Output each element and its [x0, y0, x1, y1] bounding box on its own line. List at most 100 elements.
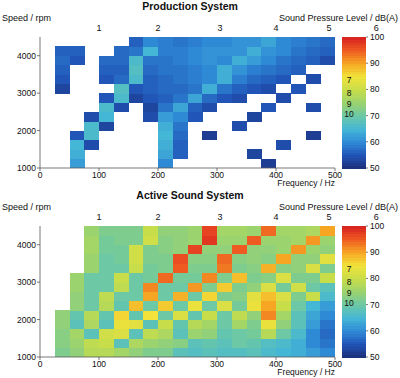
heatmap-cell — [291, 56, 306, 66]
heatmap-cell — [232, 282, 247, 292]
heatmap-cell — [291, 310, 306, 320]
heatmap-cell — [99, 56, 114, 66]
heatmap-cell — [306, 103, 321, 113]
heatmap-cell — [247, 254, 262, 264]
heatmap-cell — [173, 140, 188, 150]
heatmap-cell — [99, 338, 114, 348]
heatmap-cell — [70, 320, 85, 330]
heatmap-cell — [306, 226, 321, 236]
heatmap-cell — [143, 338, 158, 348]
heatmap-cell — [306, 273, 321, 283]
heatmap-cell — [232, 84, 247, 94]
heatmap-cell — [99, 254, 114, 264]
heatmap-cell — [99, 282, 114, 292]
heatmap-cell — [129, 301, 144, 311]
colorbar-tick-label: 70 — [370, 300, 380, 310]
heatmap-cell — [202, 320, 217, 330]
heatmap-cell — [114, 263, 129, 273]
y-tick-label: 1000 — [17, 352, 36, 362]
heatmap — [55, 226, 335, 357]
heatmap-cell — [158, 226, 173, 236]
heatmap-cell — [306, 245, 321, 255]
heatmap-cell — [114, 292, 129, 302]
y-axis-line — [40, 226, 41, 357]
heatmap-cell — [143, 226, 158, 236]
heatmap-cell — [217, 37, 232, 47]
heatmap-cell — [114, 74, 129, 84]
colorbar-tick-label: 60 — [370, 326, 380, 336]
heatmap-cell — [55, 348, 70, 357]
y-tick-label: 2000 — [17, 126, 36, 136]
heatmap-cell — [320, 292, 335, 302]
heatmap-cell — [306, 46, 321, 56]
heatmap-cell — [217, 65, 232, 75]
heatmap-cell — [188, 112, 203, 122]
heatmap-cell — [202, 226, 217, 236]
heatmap-cell — [173, 263, 188, 273]
heatmap-cell — [202, 245, 217, 255]
heatmap-cell — [114, 235, 129, 245]
heatmap-cell — [320, 348, 335, 357]
x-tick-label: 100 — [92, 170, 106, 180]
heatmap-cell — [143, 235, 158, 245]
heatmap-cell — [188, 103, 203, 113]
heatmap-cell — [232, 254, 247, 264]
heatmap-cell — [188, 329, 203, 339]
heatmap-cell — [291, 245, 306, 255]
heatmap-cell — [261, 301, 276, 311]
heatmap-cell — [320, 329, 335, 339]
heatmap-cell — [99, 103, 114, 113]
heatmap-cell — [306, 131, 321, 141]
heatmap-cell — [158, 140, 173, 150]
heatmap-cell — [232, 56, 247, 66]
heatmap-cell — [306, 37, 321, 47]
colorbar — [342, 226, 366, 358]
heatmap-cell — [217, 74, 232, 84]
heatmap-cell — [188, 254, 203, 264]
heatmap-cell — [158, 56, 173, 66]
colorbar-tick — [366, 168, 368, 169]
heatmap-cell — [99, 320, 114, 330]
heatmap-cell — [217, 56, 232, 66]
x-tick-label: 200 — [151, 170, 165, 180]
heatmap-cell — [247, 46, 262, 56]
y-tick-label: 1000 — [17, 163, 36, 173]
heatmap-cell — [70, 292, 85, 302]
heatmap-cell — [247, 65, 262, 75]
x-axis-line — [40, 357, 335, 358]
heatmap-cell — [247, 338, 262, 348]
heatmap-cell — [320, 254, 335, 264]
heatmap-cell — [247, 301, 262, 311]
y-axis-label: Speed / rpm — [2, 13, 51, 23]
y-tick-label: 3000 — [17, 277, 36, 287]
heatmap-cell — [114, 93, 129, 103]
heatmap-cell — [114, 273, 129, 283]
colorbar-tick-label: 100 — [370, 221, 384, 231]
heatmap-cell — [276, 310, 291, 320]
heatmap-cell — [173, 131, 188, 141]
heatmap-cell — [276, 140, 291, 150]
heatmap-cell — [202, 65, 217, 75]
heatmap-cell — [306, 74, 321, 84]
heatmap-cell — [291, 282, 306, 292]
heatmap-cell — [188, 245, 203, 255]
heatmap-cell — [99, 263, 114, 273]
heatmap-cell — [188, 320, 203, 330]
colorbar-tick-label: 70 — [370, 111, 380, 121]
heatmap-cell — [276, 65, 291, 75]
heatmap-cell — [202, 93, 217, 103]
heatmap-cell — [129, 263, 144, 273]
heatmap-cell — [232, 245, 247, 255]
heatmap-cell — [188, 56, 203, 66]
heatmap-cell — [291, 348, 306, 357]
heatmap-cell — [129, 65, 144, 75]
heatmap-cell — [84, 329, 99, 339]
heatmap-cell — [291, 338, 306, 348]
heatmap-cell — [129, 273, 144, 283]
colorbar-tick — [366, 63, 368, 64]
heatmap-cell — [143, 103, 158, 113]
colorbar-swatch — [342, 226, 366, 229]
heatmap-cell — [320, 226, 335, 236]
heatmap-cell — [173, 273, 188, 283]
heatmap-cell — [291, 226, 306, 236]
